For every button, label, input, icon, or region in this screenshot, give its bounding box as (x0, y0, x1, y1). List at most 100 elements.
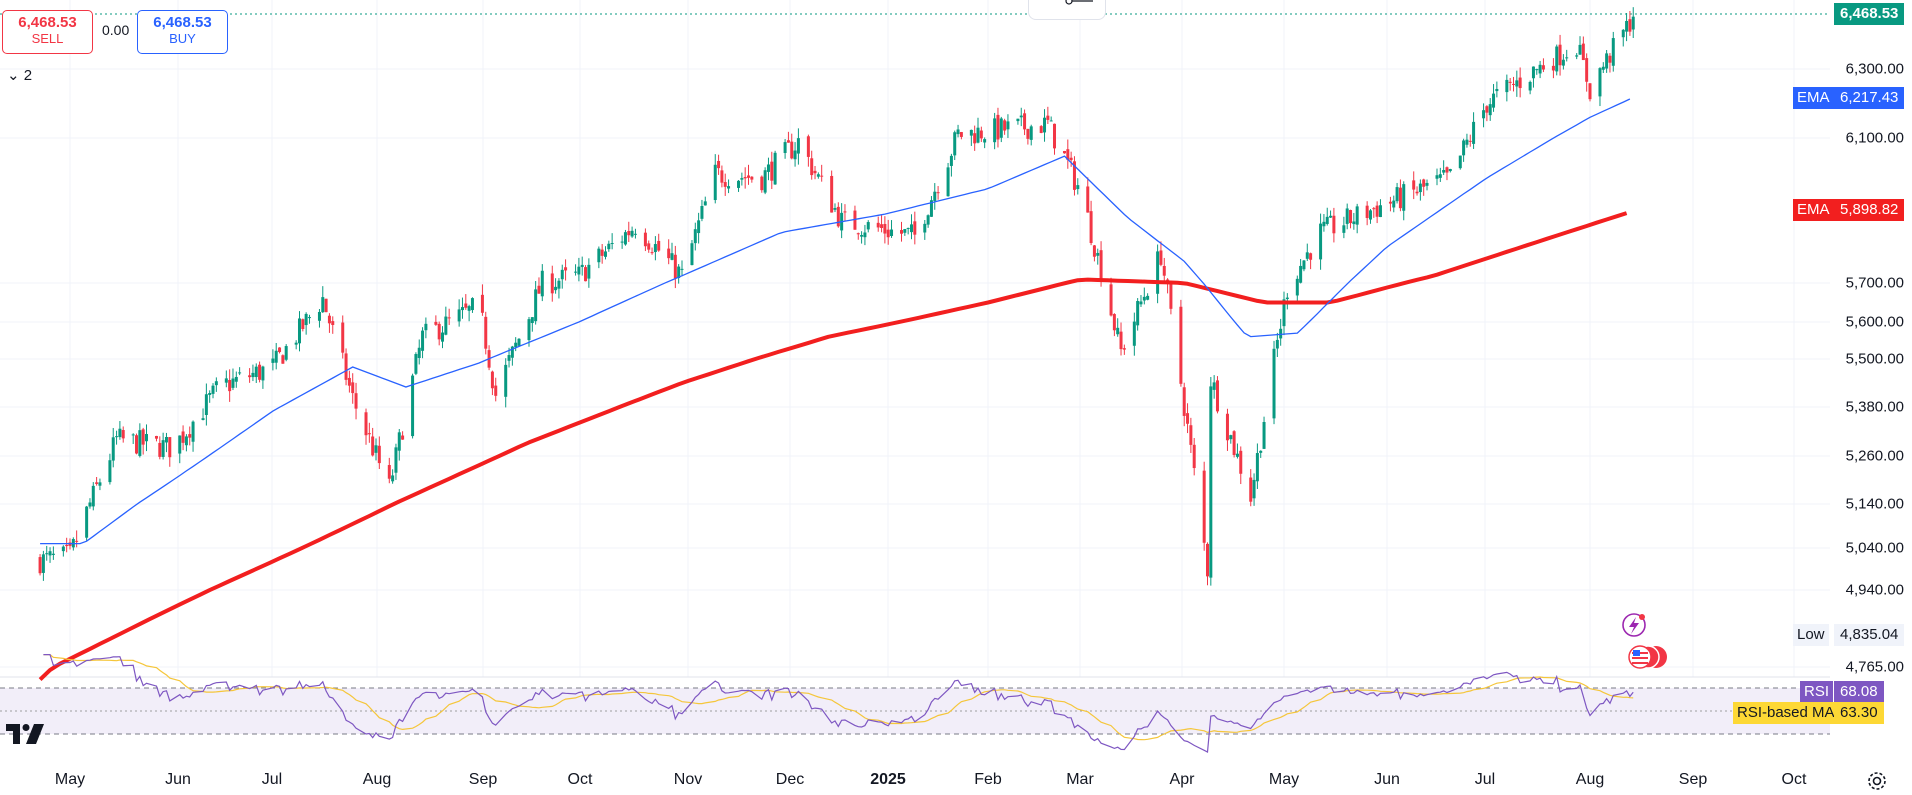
candle-body (1445, 167, 1449, 173)
sell-button[interactable]: 6,468.53 SELL (2, 10, 93, 54)
candle-body (261, 366, 265, 381)
candle-body (673, 254, 677, 279)
candle-body (1259, 450, 1263, 453)
candle-body (224, 378, 228, 383)
candle-body (88, 502, 92, 507)
candle-body (1485, 106, 1489, 113)
candle-body (946, 167, 950, 197)
candle-body (584, 267, 588, 282)
candle-body (178, 435, 182, 454)
candle-body (560, 269, 564, 280)
x-axis-tick-label: May (1268, 771, 1300, 788)
candle-body (75, 540, 79, 542)
candle-body (574, 271, 578, 273)
candle-body (231, 378, 235, 388)
candle-body (816, 174, 820, 177)
candle-body (750, 176, 754, 180)
candle-body (657, 240, 661, 251)
candle-body (929, 200, 933, 217)
settings-gear-icon[interactable] (1866, 770, 1888, 792)
legend-collapse-toggle[interactable]: ⌄ 2 (3, 65, 36, 87)
candle-body (1365, 205, 1369, 218)
candle-body (1378, 205, 1382, 218)
candle-body (1329, 215, 1333, 218)
candle-body (1252, 479, 1256, 499)
x-axis-tick-label: Oct (567, 771, 593, 788)
candle-body (507, 355, 511, 361)
candle-body (983, 139, 987, 143)
candle-body (158, 442, 162, 457)
candle-body (557, 280, 561, 289)
candle-body (1535, 69, 1539, 71)
candle-body (1272, 348, 1276, 419)
x-axis-tick-label: Sep (1678, 771, 1708, 788)
candle-body (1136, 301, 1140, 326)
candle-body (1511, 83, 1515, 85)
candle-body (993, 118, 997, 143)
candle-body (653, 244, 657, 253)
candle-body (517, 338, 521, 346)
candle-body (577, 266, 581, 275)
candle-body (806, 136, 810, 157)
candle-body (1555, 46, 1559, 72)
candle-body (1628, 19, 1632, 32)
candle-body (1089, 211, 1093, 244)
ema-fast-tag-value: 6,217.43 (1834, 87, 1905, 109)
candle-body (1375, 205, 1379, 217)
lightning-icon[interactable] (1622, 613, 1646, 637)
candle-body (1029, 126, 1033, 140)
candle-body (843, 211, 847, 213)
candle-body (1066, 149, 1070, 160)
rsi-tag-value: 68.08 (1834, 681, 1884, 703)
candle-body (131, 434, 135, 436)
candle-body (1588, 83, 1592, 100)
candle-body (623, 232, 627, 245)
ema-slow-tag-value: 5,898.82 (1834, 199, 1905, 221)
candle-body (1043, 117, 1047, 133)
rsi-tag-label: RSI (1800, 681, 1834, 703)
candle-body (464, 303, 468, 308)
candle-body (876, 222, 880, 228)
candle-body (1438, 174, 1442, 178)
candle-body (238, 372, 242, 374)
candle-body (999, 118, 1003, 138)
candle-body (620, 241, 624, 243)
candle-body (697, 220, 701, 234)
candle-body (181, 431, 185, 443)
spread-value: 0.00 (102, 22, 130, 38)
candle-body (421, 330, 425, 351)
crosshair-icon[interactable] (1029, 0, 1105, 19)
candle-body (490, 371, 494, 389)
candle-body (191, 421, 195, 442)
candle-body (1349, 210, 1353, 224)
candle-body (1053, 123, 1057, 149)
candle-body (740, 178, 744, 180)
candle-body (480, 294, 484, 313)
candle-body (766, 164, 770, 172)
candle-body (693, 229, 697, 244)
candle-body (1425, 182, 1429, 186)
candle-body (973, 133, 977, 144)
candle-body (1162, 265, 1166, 276)
candle-body (979, 130, 983, 139)
candle-body (1139, 301, 1143, 305)
candle-body (1099, 250, 1103, 282)
candle-body (783, 142, 787, 154)
candle-body (587, 264, 591, 279)
tradingview-logo-icon (6, 724, 44, 744)
candle-body (201, 418, 205, 420)
candle-body (537, 285, 541, 294)
y-axis-tick-label: 4,765.00 (1845, 658, 1904, 676)
candle-body (1109, 284, 1113, 316)
us-flag-icon[interactable] (1628, 645, 1667, 669)
candle-body (510, 346, 514, 358)
drawing-toolbar[interactable] (1028, 0, 1106, 20)
x-axis-tick-label: Feb (974, 771, 1002, 788)
buy-button[interactable]: 6,468.53 BUY (137, 10, 228, 54)
candle-body (460, 307, 464, 311)
x-axis-tick-label: Dec (775, 771, 805, 788)
candle-body (414, 354, 418, 374)
candle-body (913, 221, 917, 235)
candle-body (331, 321, 335, 326)
